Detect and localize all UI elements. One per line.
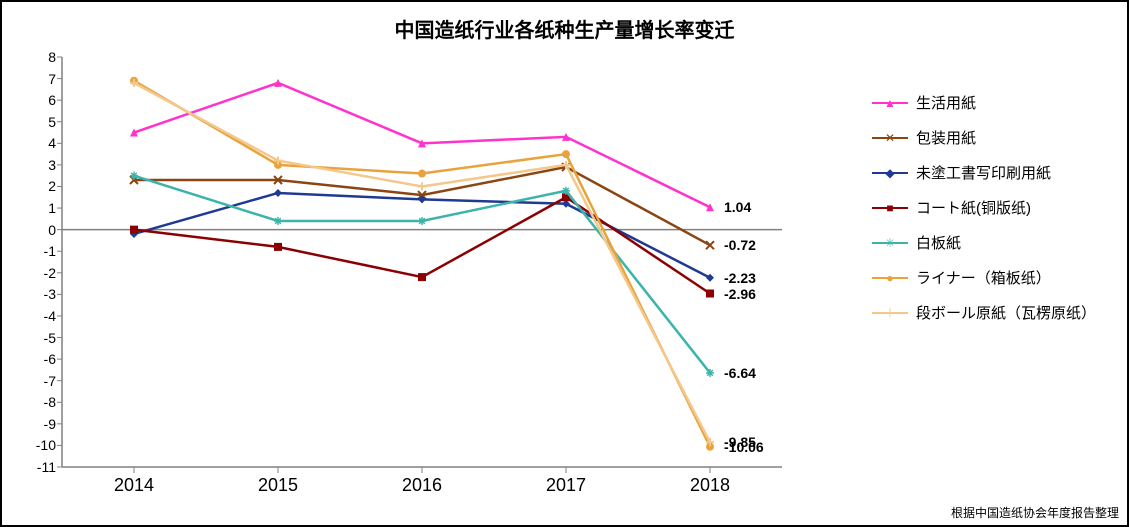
- legend: ▲ 生活用紙 ✕ 包装用紙 ◆ 未塗工書写印刷用紙 ■ コート紙(铜版纸) ✳ 白板紙 ● ライナー（…: [872, 92, 1096, 337]
- legend-marker: ■: [872, 200, 908, 216]
- x-tick-label: 2014: [114, 467, 154, 496]
- y-tick-label: -3: [44, 286, 62, 302]
- y-tick-label: 3: [48, 157, 62, 173]
- chart-title: 中国造纸行业各纸种生产量增长率变迁: [2, 14, 1127, 43]
- y-tick-label: 4: [48, 135, 62, 151]
- y-tick-label: -11: [37, 459, 62, 475]
- y-tick-label: -6: [44, 351, 62, 367]
- legend-item: ＋ 段ボール原紙（瓦楞原纸）: [872, 302, 1096, 323]
- y-tick-label: 1: [48, 200, 62, 216]
- chart-container: 中国造纸行业各纸种生产量增长率变迁 -11-10-9-8-7-6-5-4-3-2…: [0, 0, 1129, 527]
- legend-label: 包装用紙: [916, 127, 976, 148]
- legend-label: 未塗工書写印刷用紙: [916, 162, 1051, 183]
- x-tick-label: 2016: [402, 467, 442, 496]
- y-tick-label: -2: [44, 265, 62, 281]
- source-note: 根据中国造纸协会年度报告整理: [951, 504, 1119, 521]
- x-tick-label: 2015: [258, 467, 298, 496]
- y-tick-label: 0: [48, 222, 62, 238]
- y-tick-label: 8: [48, 49, 62, 65]
- legend-marker: ●: [872, 270, 908, 286]
- legend-marker: ◆: [872, 165, 908, 181]
- y-tick-label: -10: [36, 437, 62, 453]
- legend-label: ライナー（箱板纸）: [916, 267, 1051, 288]
- x-tick-label: 2018: [690, 467, 730, 496]
- series-end-label: -9.85: [724, 434, 756, 450]
- legend-item: ✕ 包装用紙: [872, 127, 1096, 148]
- series-end-label: -2.23: [724, 270, 756, 286]
- y-tick-label: -1: [44, 243, 62, 259]
- y-tick-label: -8: [44, 394, 62, 410]
- legend-marker: ＋: [872, 305, 908, 321]
- legend-item: ◆ 未塗工書写印刷用紙: [872, 162, 1096, 183]
- legend-label: 白板紙: [916, 232, 961, 253]
- y-tick-label: -9: [44, 416, 62, 432]
- legend-item: ✳ 白板紙: [872, 232, 1096, 253]
- plot-area: -11-10-9-8-7-6-5-4-3-2-10123456782014201…: [62, 57, 782, 467]
- plot-svg: [62, 57, 782, 467]
- y-tick-label: 6: [48, 92, 62, 108]
- legend-label: 段ボール原紙（瓦楞原纸）: [916, 302, 1096, 323]
- series-end-label: -2.96: [724, 286, 756, 302]
- legend-marker: ✕: [872, 130, 908, 146]
- legend-marker: ✳: [872, 235, 908, 251]
- y-tick-label: 5: [48, 114, 62, 130]
- legend-item: ■ コート紙(铜版纸): [872, 197, 1096, 218]
- legend-item: ▲ 生活用紙: [872, 92, 1096, 113]
- legend-label: 生活用紙: [916, 92, 976, 113]
- legend-marker: ▲: [872, 95, 908, 111]
- legend-label: コート紙(铜版纸): [916, 197, 1031, 218]
- y-tick-label: 7: [48, 71, 62, 87]
- y-tick-label: -5: [44, 330, 62, 346]
- series-end-label: -0.72: [724, 237, 756, 253]
- y-tick-label: -7: [44, 373, 62, 389]
- y-tick-label: -4: [44, 308, 62, 324]
- series-end-label: 1.04: [724, 199, 751, 215]
- legend-item: ● ライナー（箱板纸）: [872, 267, 1096, 288]
- x-tick-label: 2017: [546, 467, 586, 496]
- y-tick-label: 2: [48, 178, 62, 194]
- series-end-label: -6.64: [724, 365, 756, 381]
